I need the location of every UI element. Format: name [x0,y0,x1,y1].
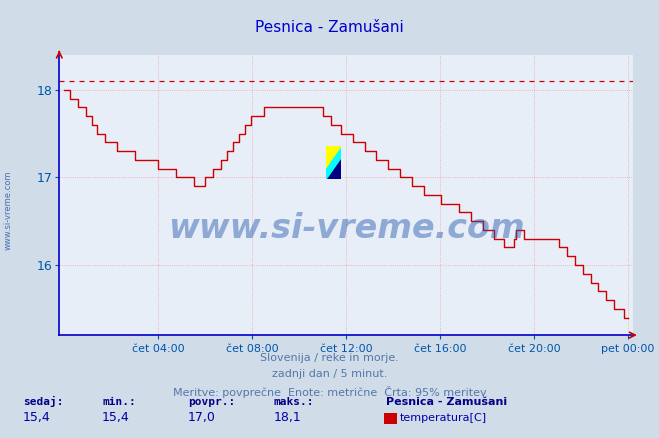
Text: 15,4: 15,4 [23,411,51,424]
Polygon shape [326,158,341,180]
Text: maks.:: maks.: [273,397,314,407]
Text: povpr.:: povpr.: [188,397,235,407]
Text: temperatura[C]: temperatura[C] [400,413,487,424]
Text: 15,4: 15,4 [102,411,130,424]
Text: Pesnica - Zamušani: Pesnica - Zamušani [255,20,404,35]
Text: www.si-vreme.com: www.si-vreme.com [167,212,525,245]
Text: sedaj:: sedaj: [23,396,63,407]
Text: www.si-vreme.com: www.si-vreme.com [4,170,13,250]
Text: Meritve: povprečne  Enote: metrične  Črta: 95% meritev: Meritve: povprečne Enote: metrične Črta:… [173,386,486,398]
Text: Pesnica - Zamušani: Pesnica - Zamušani [386,397,507,407]
Text: 17,0: 17,0 [188,411,215,424]
Polygon shape [326,146,341,180]
Text: min.:: min.: [102,397,136,407]
Text: Slovenija / reke in morje.: Slovenija / reke in morje. [260,353,399,363]
Polygon shape [326,146,341,168]
Text: zadnji dan / 5 minut.: zadnji dan / 5 minut. [272,369,387,379]
Text: 18,1: 18,1 [273,411,301,424]
